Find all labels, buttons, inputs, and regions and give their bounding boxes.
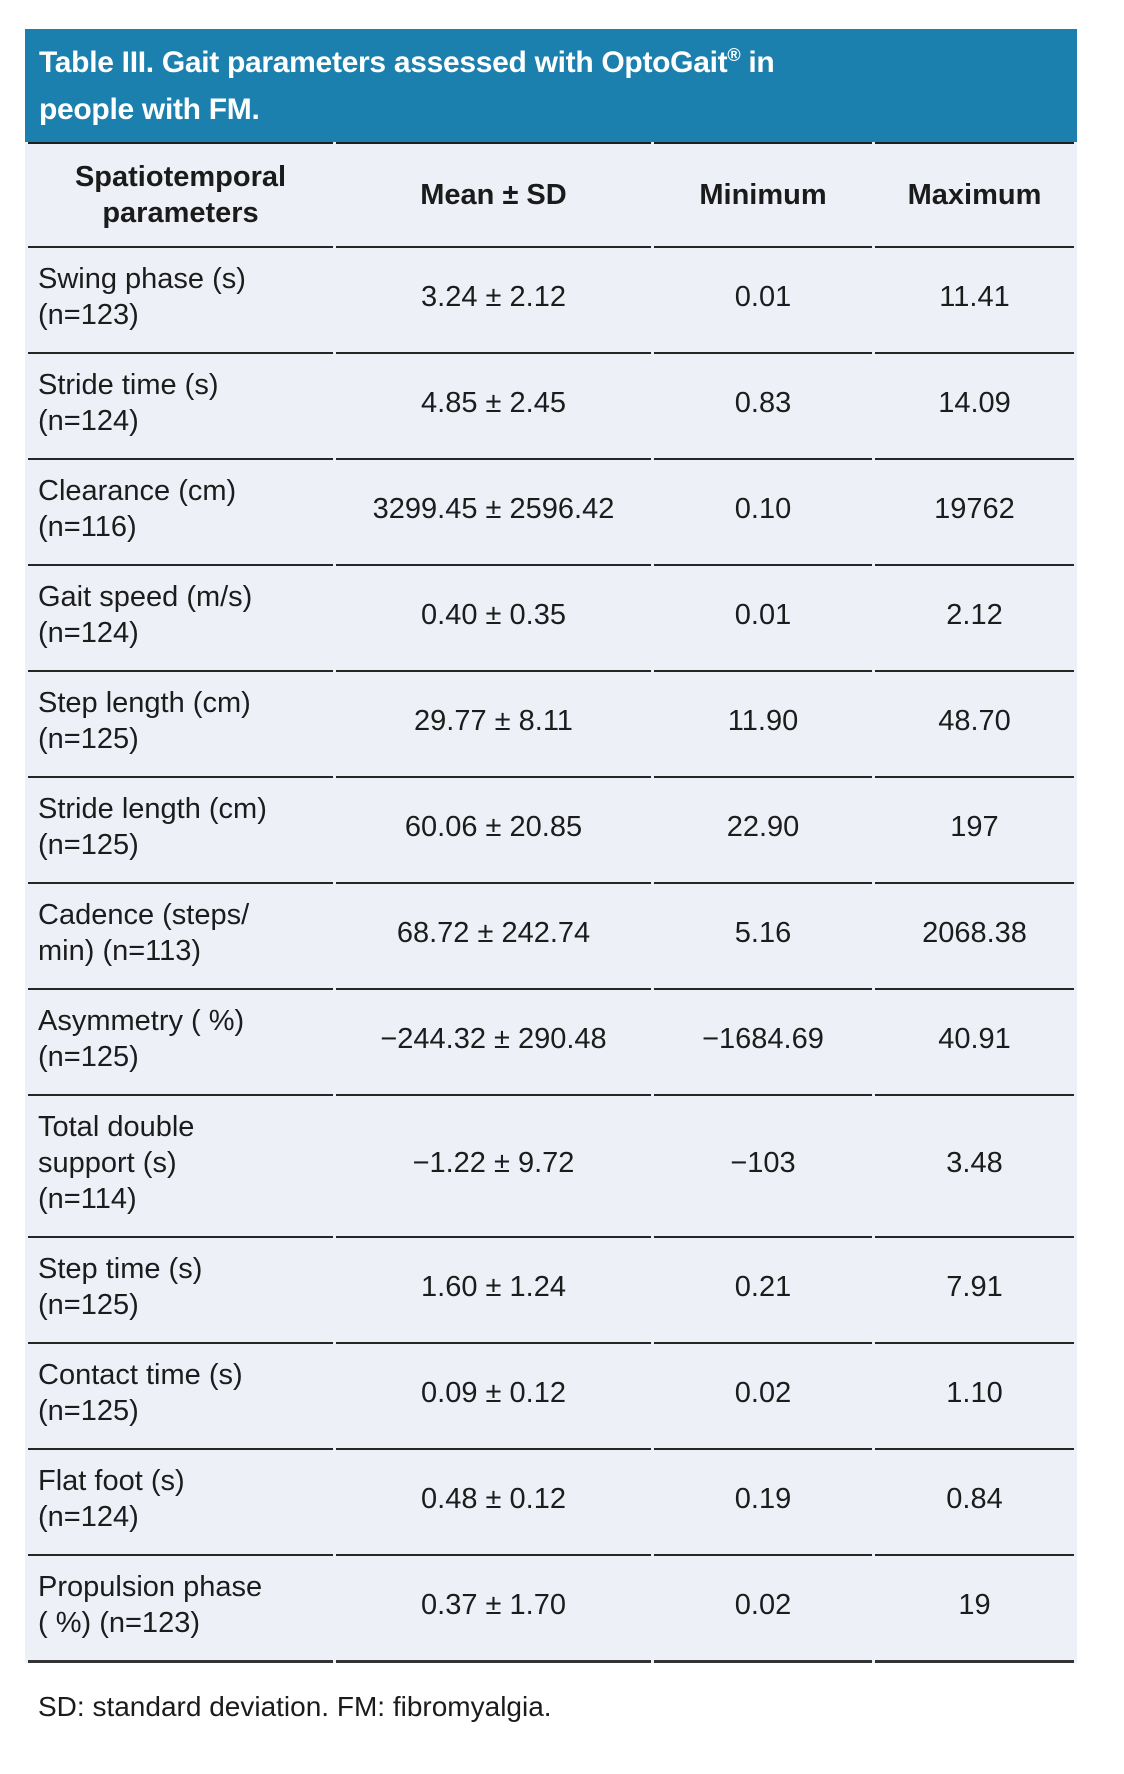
parameter-cell: Stride time (s) (n=124) <box>28 354 333 460</box>
maximum-cell: 197 <box>875 778 1074 884</box>
mean-sd-cell: 0.37 ± 1.70 <box>336 1556 651 1663</box>
maximum-cell: 11.41 <box>875 248 1074 354</box>
parameter-cell: Swing phase (s) (n=123) <box>28 248 333 354</box>
minimum-cell: 0.01 <box>654 566 872 672</box>
minimum-cell: 0.01 <box>654 248 872 354</box>
maximum-cell: 19 <box>875 1556 1074 1663</box>
table-title-text: Table III. Gait parameters assessed with… <box>39 46 728 79</box>
parameter-cell: Cadence (steps/min) (n=113) <box>28 884 333 990</box>
maximum-cell: 2068.38 <box>875 884 1074 990</box>
mean-sd-cell: 0.40 ± 0.35 <box>336 566 651 672</box>
parameter-cell: Step time (s) (n=125) <box>28 1238 333 1344</box>
table-row: Cadence (steps/min) (n=113) 68.72 ± 242.7… <box>28 884 1074 990</box>
table-row: Propulsion phase( %) (n=123) 0.37 ± 1.70 0… <box>28 1556 1074 1663</box>
minimum-cell: 11.90 <box>654 672 872 778</box>
minimum-cell: −1684.69 <box>654 990 872 1096</box>
minimum-cell: 0.10 <box>654 460 872 566</box>
mean-sd-cell: 3.24 ± 2.12 <box>336 248 651 354</box>
maximum-cell: 48.70 <box>875 672 1074 778</box>
table-row: Flat foot (s) (n=124) 0.48 ± 0.12 0.19 0.84 <box>28 1450 1074 1556</box>
mean-sd-cell: −244.32 ± 290.48 <box>336 990 651 1096</box>
minimum-cell: 0.19 <box>654 1450 872 1556</box>
parameter-cell: Total double support (s) (n=114) <box>28 1096 333 1238</box>
mean-sd-cell: 0.48 ± 0.12 <box>336 1450 651 1556</box>
minimum-cell: 0.83 <box>654 354 872 460</box>
maximum-cell: 14.09 <box>875 354 1074 460</box>
mean-sd-cell: 68.72 ± 242.74 <box>336 884 651 990</box>
header-maximum: Maximum <box>875 142 1074 248</box>
minimum-cell: 0.02 <box>654 1344 872 1450</box>
table-row: Gait speed (m/s) (n=124) 0.40 ± 0.35 0.01 2.… <box>28 566 1074 672</box>
parameter-cell: Step length (cm) (n=125) <box>28 672 333 778</box>
parameter-cell: Stride length (cm) (n=125) <box>28 778 333 884</box>
gait-table-panel: Table III. Gait parameters assessed with… <box>25 29 1077 1724</box>
minimum-cell: 22.90 <box>654 778 872 884</box>
table-row: Stride length (cm) (n=125) 60.06 ± 20.85 22… <box>28 778 1074 884</box>
maximum-cell: 7.91 <box>875 1238 1074 1344</box>
table-row: Swing phase (s) (n=123) 3.24 ± 2.12 0.01 11.… <box>28 248 1074 354</box>
minimum-cell: 0.21 <box>654 1238 872 1344</box>
maximum-cell: 0.84 <box>875 1450 1074 1556</box>
table-row: Stride time (s) (n=124) 4.85 ± 2.45 0.83 14.… <box>28 354 1074 460</box>
table-title-text-line2: people with FM. <box>39 93 260 126</box>
maximum-cell: 19762 <box>875 460 1074 566</box>
header-mean-sd: Mean ± SD <box>336 142 651 248</box>
parameter-cell: Gait speed (m/s) (n=124) <box>28 566 333 672</box>
table-row: Contact time (s) (n=125) 0.09 ± 0.12 0.02 1.… <box>28 1344 1074 1450</box>
table-row: Asymmetry ( %) (n=125) −244.32 ± 290.48 −16… <box>28 990 1074 1096</box>
minimum-cell: −103 <box>654 1096 872 1238</box>
parameter-cell: Flat foot (s) (n=124) <box>28 1450 333 1556</box>
mean-sd-cell: 4.85 ± 2.45 <box>336 354 651 460</box>
maximum-cell: 2.12 <box>875 566 1074 672</box>
gait-parameters-table: Spatiotemporal parameters Mean ± SD Mini… <box>25 142 1077 1663</box>
mean-sd-cell: 1.60 ± 1.24 <box>336 1238 651 1344</box>
minimum-cell: 5.16 <box>654 884 872 990</box>
table-row: Step time (s) (n=125) 1.60 ± 1.24 0.21 7.91 <box>28 1238 1074 1344</box>
mean-sd-cell: 60.06 ± 20.85 <box>336 778 651 884</box>
mean-sd-cell: 29.77 ± 8.11 <box>336 672 651 778</box>
header-minimum: Minimum <box>654 142 872 248</box>
parameter-cell: Clearance (cm) (n=116) <box>28 460 333 566</box>
table-row: Step length (cm) (n=125) 29.77 ± 8.11 11.90… <box>28 672 1074 778</box>
maximum-cell: 40.91 <box>875 990 1074 1096</box>
header-row: Spatiotemporal parameters Mean ± SD Mini… <box>28 142 1074 248</box>
parameter-cell: Asymmetry ( %) (n=125) <box>28 990 333 1096</box>
table-row: Clearance (cm) (n=116) 3299.45 ± 2596.42 0.… <box>28 460 1074 566</box>
parameter-cell: Propulsion phase( %) (n=123) <box>28 1556 333 1663</box>
mean-sd-cell: 0.09 ± 0.12 <box>336 1344 651 1450</box>
parameter-cell: Contact time (s) (n=125) <box>28 1344 333 1450</box>
header-spatiotemporal-parameters: Spatiotemporal parameters <box>28 142 333 248</box>
table-row: Total double support (s) (n=114) −1.22 ± 9.… <box>28 1096 1074 1238</box>
table-body: Swing phase (s) (n=123) 3.24 ± 2.12 0.01 11.… <box>28 248 1074 1663</box>
table-footnote: SD: standard deviation. FM: fibromyalgia… <box>38 1691 552 1722</box>
table-title: Table III. Gait parameters assessed with… <box>25 29 1077 142</box>
maximum-cell: 3.48 <box>875 1096 1074 1238</box>
table-header: Spatiotemporal parameters Mean ± SD Mini… <box>28 142 1074 248</box>
mean-sd-cell: 3299.45 ± 2596.42 <box>336 460 651 566</box>
minimum-cell: 0.02 <box>654 1556 872 1663</box>
table-title-text-line1-end: in <box>740 46 775 79</box>
registered-trademark-symbol: ® <box>727 45 741 65</box>
mean-sd-cell: −1.22 ± 9.72 <box>336 1096 651 1238</box>
maximum-cell: 1.10 <box>875 1344 1074 1450</box>
